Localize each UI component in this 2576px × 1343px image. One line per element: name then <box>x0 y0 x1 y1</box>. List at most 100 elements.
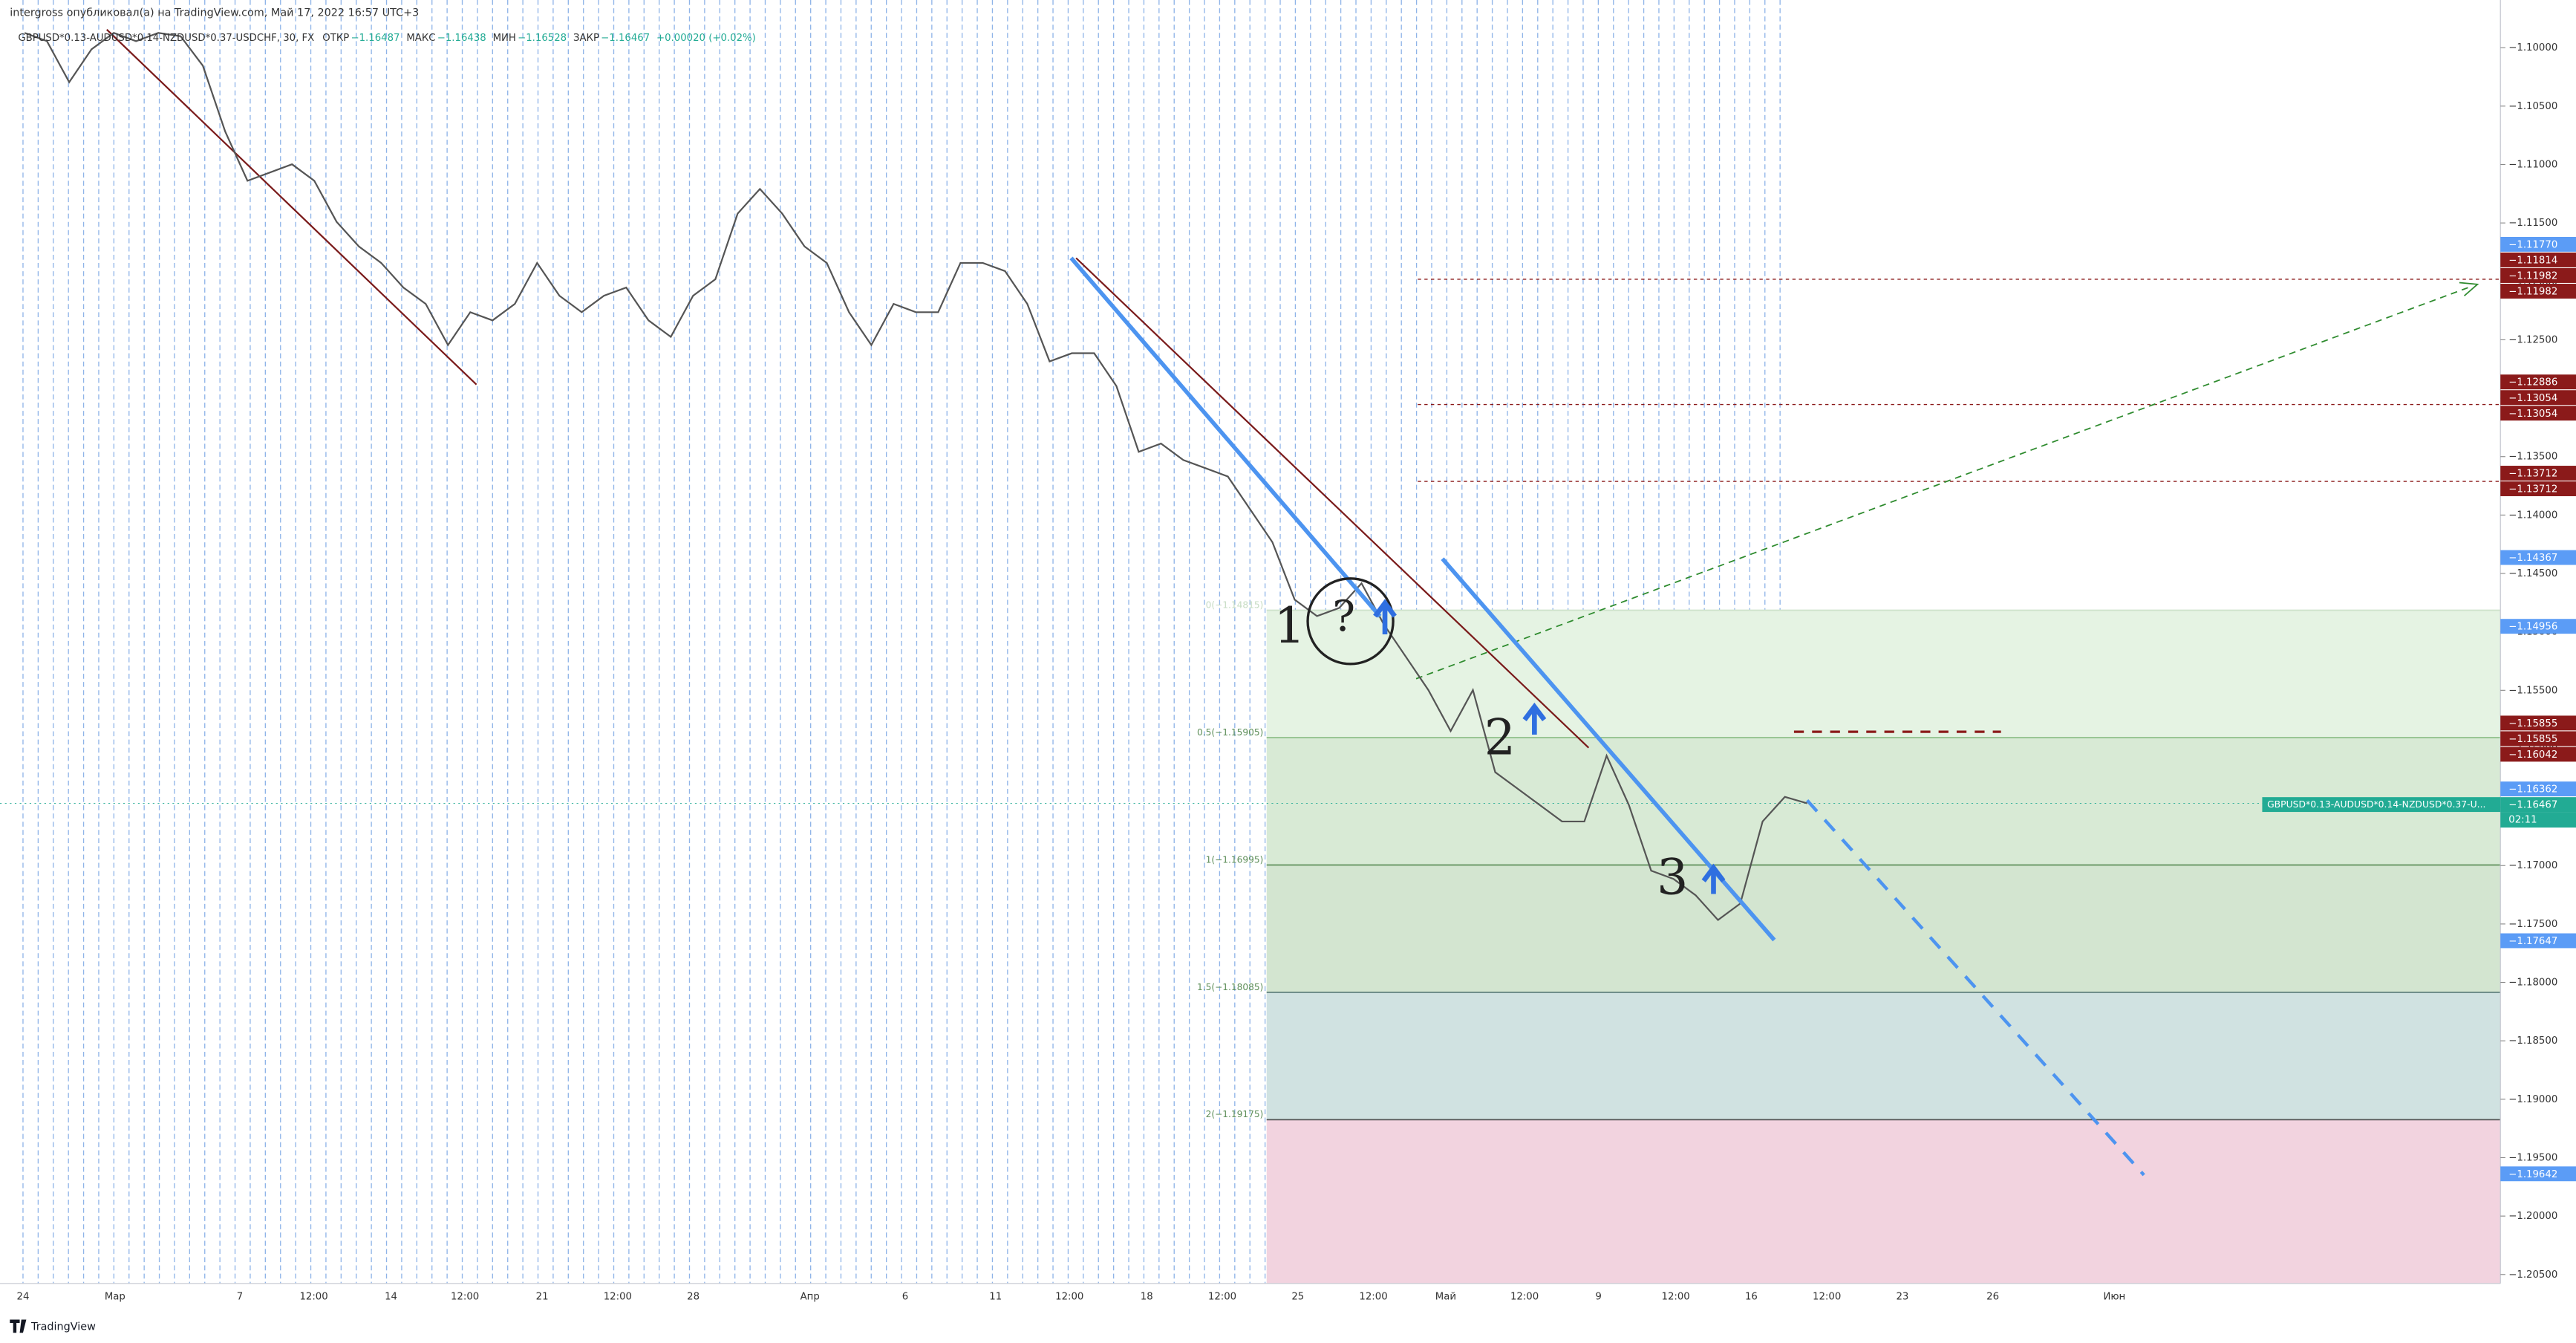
x-tick-label: 6 <box>902 1292 908 1303</box>
hand-circle <box>1306 577 1395 666</box>
header-title: intergross опубликовал(а) на TradingView… <box>10 7 419 19</box>
y-tick-label: −1.20000 <box>2508 1211 2557 1222</box>
price-tag-label: −1.11814 <box>2508 256 2557 267</box>
fib-label: 2(−1.19175) <box>1206 1109 1264 1119</box>
price-tag-label: −1.13712 <box>2508 484 2557 495</box>
legend-text: −1.16528 <box>518 33 567 44</box>
price-tag <box>2500 797 2576 813</box>
fib-zone <box>1266 1119 2501 1284</box>
x-tick-label: 12:00 <box>1208 1292 1236 1303</box>
price-tag-label: −1.16467 <box>2508 800 2557 811</box>
hand-arrow <box>1522 702 1547 735</box>
y-tick-label: −1.17000 <box>2508 860 2557 871</box>
price-tag-label: −1.16042 <box>2508 749 2557 761</box>
legend-text: −1.16487 <box>350 33 400 44</box>
y-tick-label: −1.14500 <box>2508 568 2557 579</box>
countdown-tag <box>2500 812 2576 828</box>
legend-text: МАКС <box>406 33 435 44</box>
trend-line <box>1075 257 1590 749</box>
x-tick-label: 21 <box>536 1292 549 1303</box>
y-tick-label: −1.12500 <box>2508 334 2557 345</box>
price-line <box>24 31 1807 922</box>
x-tick-label: 12:00 <box>1510 1292 1539 1303</box>
fib-label: 1(−1.16995) <box>1206 854 1264 865</box>
symbol-tag <box>2262 797 2501 813</box>
price-tag-label: −1.14367 <box>2508 553 2557 564</box>
hand-arrow <box>1701 863 1726 894</box>
x-tick-label: 14 <box>385 1292 397 1303</box>
x-tick-label: Апр <box>800 1292 820 1303</box>
x-tick-label: 12:00 <box>1662 1292 1690 1303</box>
y-tick-label: −1.10000 <box>2508 42 2557 53</box>
hand-note: 3 <box>1657 848 1688 905</box>
x-tick-label: Май <box>1435 1292 1456 1303</box>
price-tag-label: −1.12886 <box>2508 377 2557 388</box>
y-tick-label: −1.15500 <box>2508 685 2557 696</box>
price-tag <box>2500 731 2576 747</box>
hand-note: ? <box>1332 591 1355 641</box>
x-tick-label: 25 <box>1291 1292 1304 1303</box>
y-tick-label: −1.20500 <box>2508 1269 2557 1281</box>
legend-text: GBPUSD*0.13-AUDUSD*0.14-NZDUSD*0.37-USDC… <box>18 33 314 44</box>
y-tick-label: −1.19000 <box>2508 1094 2557 1105</box>
legend-text: −1.16467 <box>601 33 650 44</box>
y-tick-label: −1.17500 <box>2508 919 2557 930</box>
x-tick-label: 16 <box>1745 1292 1758 1303</box>
price-tag-label: −1.13054 <box>2508 393 2557 404</box>
x-tick-label: 7 <box>237 1292 243 1303</box>
fib-label: 0(−1.14815) <box>1206 599 1264 610</box>
price-tag <box>2500 481 2576 496</box>
price-tag-label: −1.14956 <box>2508 622 2557 633</box>
y-tick-label: −1.19500 <box>2508 1152 2557 1163</box>
price-tag <box>2500 781 2576 797</box>
price-tag-label: −1.19642 <box>2508 1169 2557 1180</box>
legend-text: ЗАКР <box>573 33 599 44</box>
x-tick-label: 12:00 <box>1359 1292 1387 1303</box>
price-tag <box>2500 715 2576 731</box>
price-tag <box>2500 284 2576 299</box>
fib-label: 0.5(−1.15905) <box>1197 727 1263 738</box>
price-tag-label: −1.16362 <box>2508 784 2557 796</box>
y-tick-label: −1.14000 <box>2508 510 2557 521</box>
x-tick-label: 12:00 <box>299 1292 327 1303</box>
x-tick-label: 12:00 <box>1813 1292 1841 1303</box>
price-tag <box>2500 747 2576 762</box>
y-tick-label: −1.13500 <box>2508 452 2557 463</box>
price-tag <box>2500 236 2576 252</box>
hand-note: 2 <box>1484 708 1516 766</box>
fib-zone <box>1266 992 2501 1120</box>
y-tick-label: −1.11500 <box>2508 218 2557 229</box>
fib-zone <box>1266 610 2501 738</box>
projection-arrow <box>1415 285 2473 680</box>
overlay-layer: 1 ? 2 3 <box>1069 256 2145 1177</box>
channel-line <box>1069 256 1382 618</box>
x-tick-label: 26 <box>1986 1292 1999 1303</box>
legend-text: −1.16438 <box>437 33 486 44</box>
price-tag <box>2500 268 2576 283</box>
legend-text: МИН <box>493 33 516 44</box>
price-tag-label: −1.11770 <box>2508 239 2557 250</box>
x-tick-label: Июн <box>2103 1292 2125 1303</box>
price-tag <box>2500 390 2576 406</box>
price-tag-label: −1.17647 <box>2508 936 2557 947</box>
x-tick-label: 12:00 <box>451 1292 479 1303</box>
x-tick-label: 28 <box>687 1292 700 1303</box>
y-tick-label: −1.18500 <box>2508 1035 2557 1047</box>
price-tags: −1.11770 −1.11814 −1.11982 −1.11982 −1.12886… <box>2262 236 2576 1182</box>
x-tick-label: 24 <box>17 1292 30 1303</box>
price-layer <box>24 31 1807 922</box>
price-tag <box>2500 466 2576 481</box>
price-tag <box>2500 933 2576 949</box>
logo <box>10 1319 27 1333</box>
y-tick-label: −1.18000 <box>2508 978 2557 989</box>
price-tag-label: −1.15855 <box>2508 734 2557 745</box>
x-tick-label: 9 <box>1595 1292 1601 1303</box>
arrow-head <box>2459 282 2479 296</box>
price-tag <box>2500 374 2576 390</box>
x-tick-label: 11 <box>989 1292 1002 1303</box>
x-tick-label: 12:00 <box>604 1292 632 1303</box>
footer-brand: TradingView <box>30 1321 96 1333</box>
symbol-tag-label: GBPUSD*0.13-AUDUSD*0.14-NZDUSD*0.37-U... <box>2267 799 2485 810</box>
drawing-layer <box>106 29 2479 749</box>
